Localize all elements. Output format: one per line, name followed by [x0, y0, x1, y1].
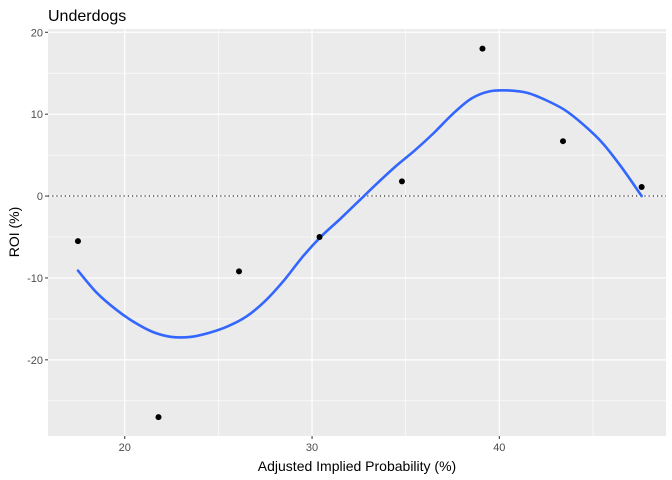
data-point [398, 178, 405, 185]
data-points [74, 45, 645, 421]
data-point [74, 238, 81, 245]
y-tick-label: 10 [31, 109, 43, 121]
y-tick-label: -20 [27, 355, 43, 367]
y-tick-label: 20 [31, 27, 43, 39]
y-tick-label: -10 [27, 273, 43, 285]
data-point [560, 138, 566, 145]
x-axis-title: Adjusted Implied Probability (%) [258, 458, 456, 474]
x-tick-label: 40 [493, 442, 505, 454]
data-point [236, 268, 243, 275]
data-point [155, 414, 162, 421]
x-tick-label: 30 [306, 442, 318, 454]
x-axis-ticks: 20 30 40 [119, 436, 505, 454]
grid-minor [48, 29, 666, 436]
plot-panel [48, 29, 666, 436]
x-tick-label: 20 [119, 442, 131, 454]
y-axis-title: ROI (%) [6, 207, 22, 258]
y-axis-ticks: -20 -10 0 10 20 [27, 27, 48, 367]
data-point [638, 184, 645, 191]
chart-title: Underdogs [48, 8, 126, 25]
data-point [479, 45, 486, 52]
y-tick-label: 0 [37, 191, 43, 203]
smooth-line [76, 88, 643, 339]
data-point [316, 234, 323, 241]
grid-major [48, 29, 666, 436]
